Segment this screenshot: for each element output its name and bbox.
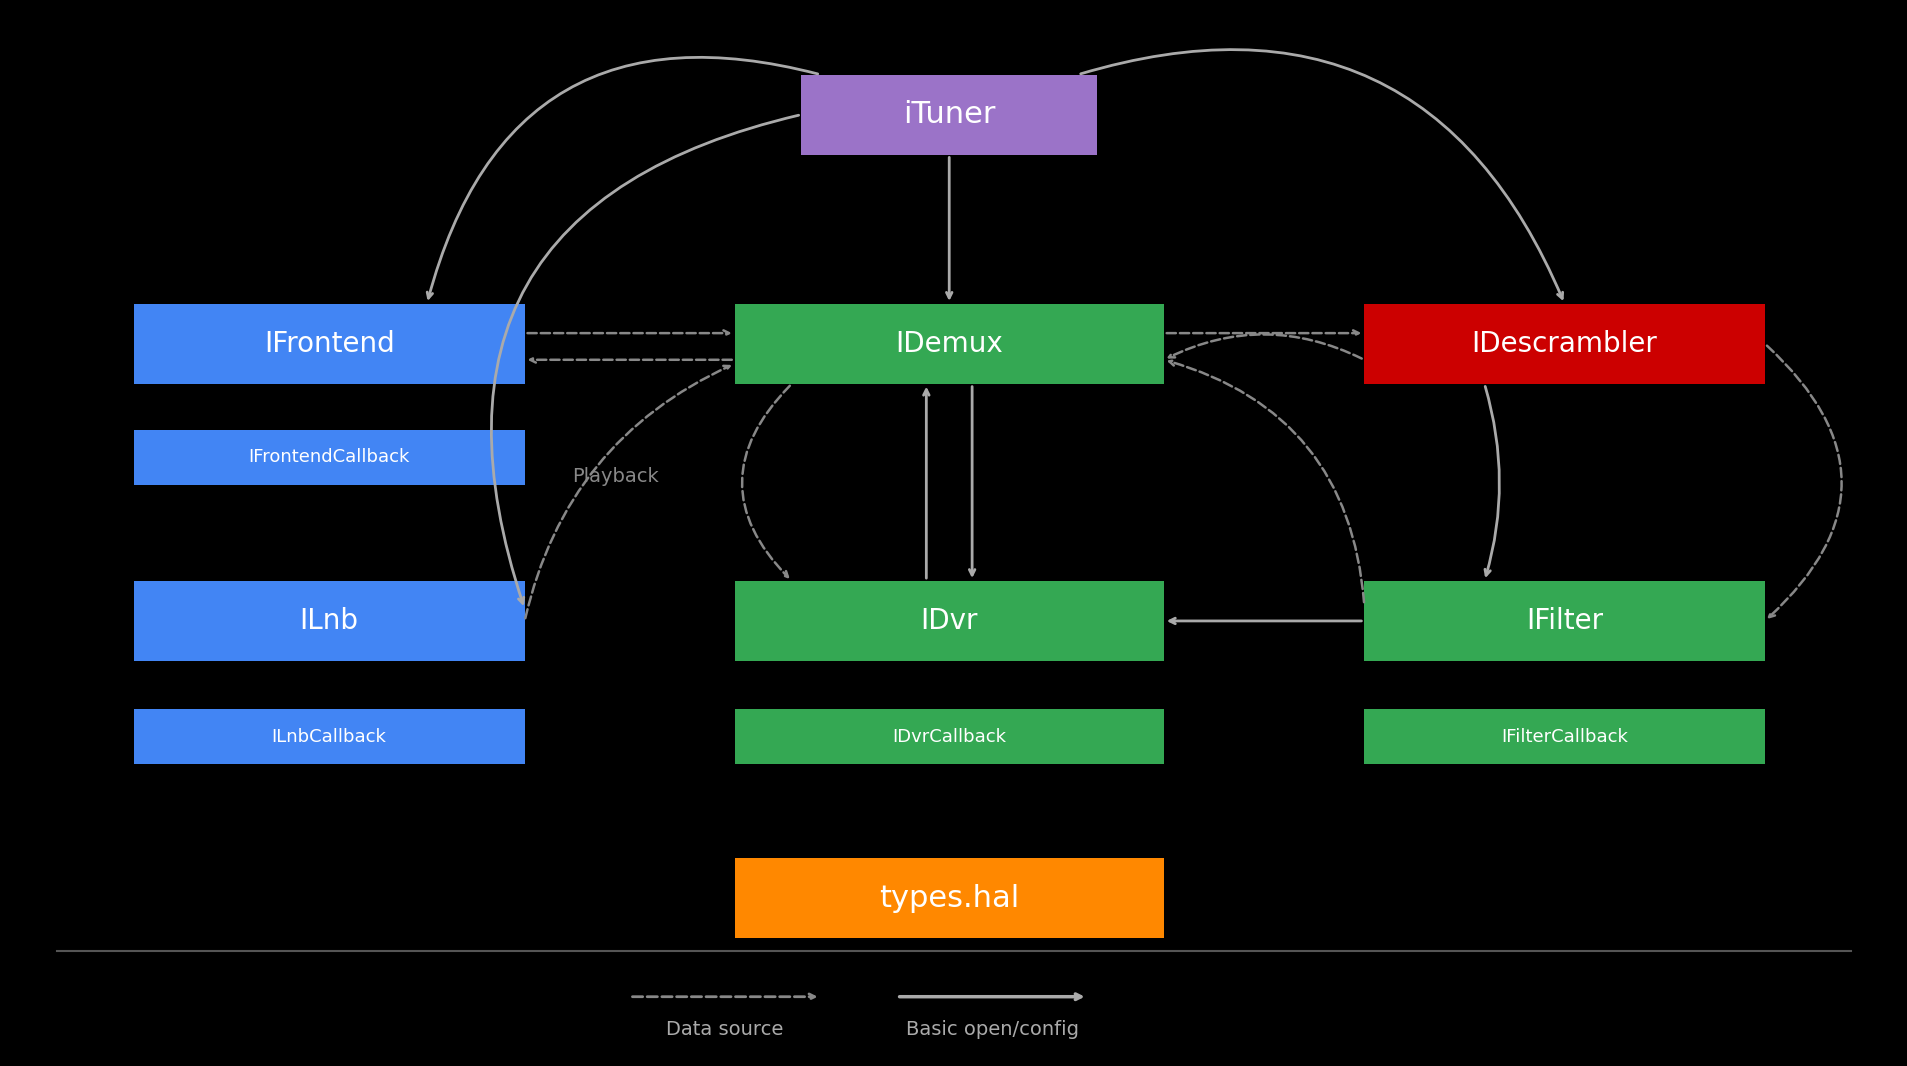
Text: IFrontend: IFrontend	[263, 329, 395, 358]
Text: IDescrambler: IDescrambler	[1470, 329, 1657, 358]
Text: IDemux: IDemux	[894, 329, 1003, 358]
Text: IFrontendCallback: IFrontendCallback	[248, 449, 410, 466]
Text: Data source: Data source	[666, 1020, 784, 1039]
Text: ILnbCallback: ILnbCallback	[271, 728, 387, 745]
FancyBboxPatch shape	[1364, 304, 1764, 384]
FancyBboxPatch shape	[734, 304, 1163, 384]
FancyBboxPatch shape	[801, 75, 1097, 155]
FancyBboxPatch shape	[1364, 581, 1764, 661]
Text: IDvr: IDvr	[919, 607, 978, 635]
FancyBboxPatch shape	[133, 304, 524, 384]
Text: Playback: Playback	[572, 467, 658, 486]
FancyBboxPatch shape	[734, 709, 1163, 764]
Text: types.hal: types.hal	[879, 884, 1018, 912]
Text: iTuner: iTuner	[902, 100, 995, 129]
Text: Basic open/config: Basic open/config	[906, 1020, 1077, 1039]
Text: ILnb: ILnb	[299, 607, 359, 635]
Text: IFilterCallback: IFilterCallback	[1501, 728, 1627, 745]
FancyBboxPatch shape	[133, 430, 524, 485]
FancyBboxPatch shape	[734, 858, 1163, 938]
Text: IDvrCallback: IDvrCallback	[892, 728, 1005, 745]
Text: IFilter: IFilter	[1526, 607, 1602, 635]
FancyBboxPatch shape	[133, 581, 524, 661]
FancyBboxPatch shape	[734, 581, 1163, 661]
FancyBboxPatch shape	[133, 709, 524, 764]
FancyBboxPatch shape	[1364, 709, 1764, 764]
